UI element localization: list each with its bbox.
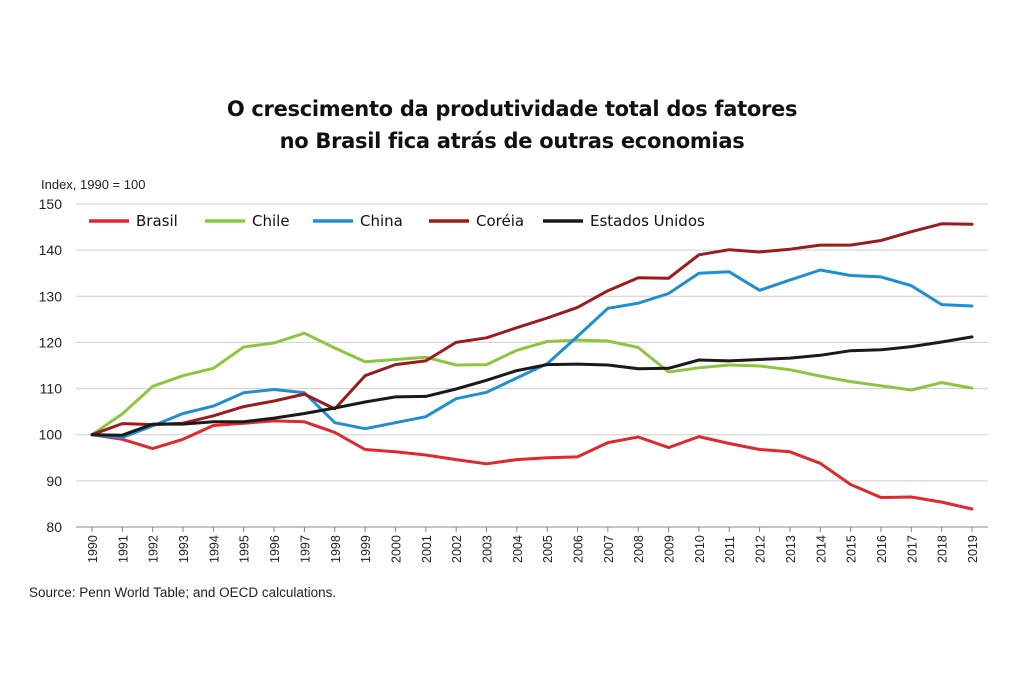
series-line-brasil	[90, 419, 974, 511]
series-line-coréia	[90, 222, 974, 437]
x-tick-label: 2005	[541, 535, 555, 563]
legend: Brasil Chile China Coréia Estados Unidos	[89, 212, 705, 230]
y-tick-label: 110	[40, 381, 63, 397]
x-tick-label: 2018	[936, 535, 950, 563]
chart-title: O crescimento da produtividade total dos…	[0, 93, 1024, 157]
x-tick-label: 2013	[784, 535, 798, 563]
x-tick-label: 2000	[389, 535, 403, 563]
x-tick-label: 1998	[329, 535, 343, 563]
series-line-china	[90, 268, 974, 439]
x-tick-label: 1996	[268, 535, 282, 563]
x-tick-label: 2019	[966, 535, 980, 563]
legend-item: China	[313, 212, 403, 230]
legend-item: Estados Unidos	[543, 212, 705, 230]
x-tick-label: 1990	[86, 535, 100, 563]
x-tick-label: 1992	[147, 535, 161, 563]
x-tick-label: 2009	[663, 535, 677, 563]
y-axis-ticks: 80 90 100 110 120 130 140 150	[39, 196, 63, 535]
y-tick-label: 140	[39, 242, 63, 258]
x-tick-label: 1994	[207, 535, 221, 563]
x-tick-label: 1999	[359, 535, 373, 563]
x-tick-label: 2003	[480, 535, 494, 563]
chart-title-line-2: no Brasil fica atrás de outras economias	[279, 129, 745, 153]
x-tick-label: 2010	[693, 535, 707, 563]
y-tick-label: 100	[39, 427, 63, 443]
legend-label: Brasil	[136, 212, 178, 230]
x-tick-label: 2012	[754, 535, 768, 563]
gridlines	[76, 203, 988, 528]
x-tick-label: 1997	[298, 535, 312, 563]
y-tick-label: 90	[46, 473, 62, 489]
y-tick-label: 80	[46, 519, 62, 535]
x-tick-label: 2017	[905, 535, 919, 563]
chart-title-line-1: O crescimento da produtividade total dos…	[226, 97, 798, 121]
x-axis-ticks: 1990 1991 1992 1993 1994 1995 1996 1997 1998 1999…	[86, 527, 980, 563]
x-tick-label: 2011	[723, 536, 737, 563]
y-tick-label: 130	[39, 288, 63, 304]
y-tick-label: 120	[39, 334, 63, 350]
x-tick-label: 2008	[632, 535, 646, 563]
x-tick-label: 1993	[177, 535, 191, 563]
source-note: Source: Penn World Table; and OECD calcu…	[29, 585, 337, 600]
series-line-estados-unidos	[90, 335, 974, 437]
legend-label: Chile	[252, 212, 290, 230]
x-tick-label: 2015	[845, 535, 859, 563]
series-lines	[90, 222, 974, 511]
x-tick-label: 2002	[450, 535, 464, 563]
x-tick-label: 2016	[875, 535, 889, 563]
x-tick-label: 2007	[602, 535, 616, 563]
y-axis-label: Index, 1990 = 100	[41, 177, 145, 192]
x-tick-label: 2006	[572, 535, 586, 563]
legend-label: China	[360, 212, 403, 230]
y-tick-label: 150	[39, 196, 63, 212]
legend-label: Coréia	[476, 212, 524, 230]
legend-item: Chile	[205, 212, 290, 230]
legend-label: Estados Unidos	[590, 212, 705, 230]
x-tick-label: 1995	[238, 535, 252, 563]
x-tick-label: 2004	[511, 535, 525, 563]
series-line-chile	[90, 331, 974, 437]
x-tick-label: 2014	[814, 535, 828, 563]
x-tick-label: 1991	[116, 535, 130, 563]
x-tick-label: 2001	[420, 535, 434, 563]
legend-item: Brasil	[89, 212, 178, 230]
legend-item: Coréia	[429, 212, 524, 230]
